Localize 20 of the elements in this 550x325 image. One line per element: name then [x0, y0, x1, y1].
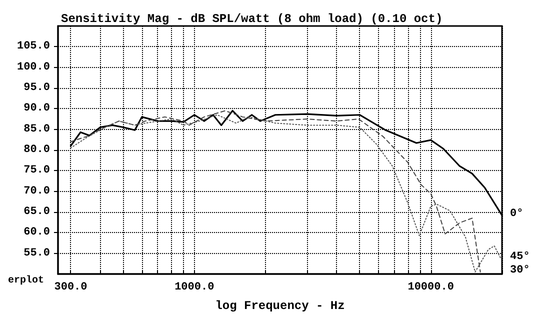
- y-tick-label: 75.0: [24, 164, 50, 177]
- y-tick-label: 80.0: [24, 144, 50, 156]
- x-tick-label: 1000.0: [174, 282, 214, 294]
- y-tick-label: 85.0: [24, 123, 50, 136]
- y-tick-label: 95.0: [24, 82, 50, 94]
- y-tick-label: 90.0: [24, 102, 50, 115]
- text: 30°: [510, 264, 530, 276]
- y-tick-label: 105.0: [16, 40, 50, 53]
- chart-title: Sensitivity Mag - dB SPL/watt (8 ohm load) (0.10 oct): [61, 12, 443, 26]
- y-tick-label: 55.0: [24, 247, 50, 260]
- x-axis-title: log Frequency - Hz: [215, 299, 345, 313]
- y-tick-label: 70.0: [24, 185, 50, 198]
- y-tick-label: 60.0: [24, 226, 50, 239]
- x-tick-label: 300.0: [54, 282, 88, 294]
- text: erplot: [8, 274, 44, 286]
- series-label: 45°: [510, 251, 530, 264]
- series-label: 0°: [510, 208, 524, 220]
- y-tick-label: 100.0: [16, 61, 50, 74]
- y-tick-label: 65.0: [24, 206, 50, 218]
- x-tick-label: 10000.0: [408, 282, 454, 294]
